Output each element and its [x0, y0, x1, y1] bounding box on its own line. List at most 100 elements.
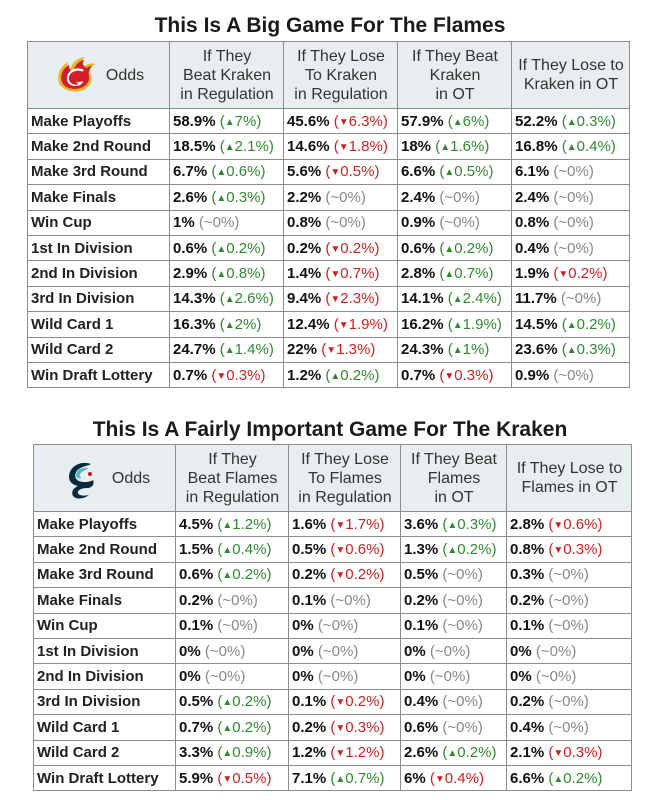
- header-line: in Regulation: [294, 85, 388, 103]
- odds-change-value: ~0%: [434, 642, 466, 660]
- odds-change-value: 0.3%: [576, 112, 611, 130]
- odds-cell: 0% (~0%): [175, 663, 289, 690]
- odds-value: 6.1%: [515, 163, 550, 181]
- table-row: Make 2nd Round 1.5% (▲0.4%) 0.5% (▼0.6%) 1.…: [33, 536, 632, 563]
- odds-cell: 6.1% (~0%): [511, 158, 630, 186]
- odds-cell: 4.5% (▲1.2%): [175, 510, 289, 538]
- odds-value: 57.9%: [401, 112, 444, 130]
- odds-cell: 0.5% (▼0.6%): [288, 536, 401, 563]
- odds-value: 0.6%: [404, 718, 439, 736]
- odds-change: (~0%): [548, 718, 589, 736]
- odds-change-value: ~0%: [558, 163, 589, 181]
- odds-cell: 0.5% (▲0.2%): [175, 688, 289, 716]
- table-row: Wild Card 1 0.7% (▲0.2%) 0.2% (▼0.3%) 0.6% …: [33, 714, 632, 741]
- odds-change-value: 1.2%: [232, 515, 267, 533]
- triangle-up-icon: ▲: [224, 345, 235, 357]
- odds-change-value: 0.4%: [576, 138, 611, 156]
- odds-value: 1.2%: [287, 366, 322, 384]
- odds-change: (▲0.2%): [442, 541, 497, 559]
- triangle-down-icon: ▼: [335, 722, 346, 734]
- odds-value: 2.8%: [401, 265, 436, 283]
- triangle-down-icon: ▼: [338, 142, 349, 154]
- triangle-up-icon: ▲: [566, 345, 577, 357]
- odds-change-value: 6.3%: [348, 112, 383, 130]
- row-label: Make 3rd Round: [27, 158, 170, 186]
- odds-value: 9.4%: [287, 290, 322, 308]
- triangle-up-icon: ▲: [447, 545, 458, 557]
- odds-cell: 0.2% (▼0.3%): [288, 714, 401, 741]
- odds-change-value: 0.5%: [232, 769, 267, 787]
- kraken-logo: [60, 458, 104, 499]
- odds-value: 14.1%: [401, 290, 444, 308]
- odds-cell: 0.8% (~0%): [511, 209, 630, 236]
- odds-cell: 6.6% (▲0.5%): [397, 158, 512, 186]
- odds-change: (▲0.3%): [561, 341, 616, 359]
- odds-value: 0%: [179, 668, 201, 686]
- table-row: 2nd In Division 2.9% (▲0.8%) 1.4% (▼0.7%) 2…: [27, 260, 630, 287]
- odds-change: (▲0.2%): [325, 366, 380, 384]
- odds-change: (~0%): [442, 693, 483, 711]
- table-row: Make 2nd Round 18.5% (▲2.1%) 14.6% (▼1.8%)…: [27, 133, 630, 160]
- odds-change: (▼0.5%): [325, 163, 380, 181]
- odds-cell: 2.8% (▲0.7%): [397, 260, 512, 287]
- odds-value: 0.2%: [179, 591, 214, 609]
- odds-cell: 0.6% (▲0.2%): [169, 234, 284, 262]
- odds-value: 18.5%: [173, 138, 216, 156]
- odds-change-value: 0.5%: [454, 163, 489, 181]
- odds-cell: 0.2% (~0%): [400, 587, 507, 614]
- odds-cell: 2.1% (▼0.3%): [506, 739, 632, 766]
- odds-value: 0.2%: [287, 239, 322, 257]
- odds-cell: 2.4% (~0%): [511, 184, 630, 211]
- odds-cell: 58.9% (▲7%): [169, 107, 284, 135]
- header-line: Kraken in OT: [523, 76, 619, 93]
- odds-change: (▼0.2%): [553, 265, 608, 283]
- odds-change: (▼0.3%): [439, 366, 494, 384]
- row-label: Wild Card 1: [33, 714, 176, 741]
- odds-change-value: 1.7%: [345, 515, 380, 533]
- odds-cell: 2.4% (~0%): [397, 184, 512, 211]
- table-row: 1st In Division 0% (~0%) 0% (~0%) 0% (~0%) 0…: [33, 637, 632, 665]
- odds-change-value: 0.8%: [226, 265, 261, 283]
- odds-change-value: ~0%: [553, 718, 584, 736]
- odds-cell: 0% (~0%): [506, 663, 632, 690]
- odds-change-value: 2.3%: [340, 290, 375, 308]
- odds-value: 18%: [401, 138, 432, 156]
- triangle-down-icon: ▼: [335, 697, 346, 709]
- odds-change: (~0%): [548, 693, 589, 711]
- odds-cell: 0.8% (▼0.3%): [506, 536, 632, 563]
- odds-change-value: 0.7%: [454, 265, 489, 283]
- odds-change: (~0%): [553, 214, 594, 232]
- odds-change: (▼1.8%): [333, 138, 388, 156]
- odds-cell: 0.7% (▼0.3%): [397, 361, 512, 389]
- odds-cell: 0.4% (~0%): [400, 688, 507, 716]
- triangle-down-icon: ▼: [330, 269, 341, 281]
- triangle-up-icon: ▲: [224, 142, 235, 154]
- column-header-lose-reg: If They Lose To Kraken in Regulation: [283, 41, 398, 109]
- odds-change-value: ~0%: [558, 188, 589, 206]
- odds-change: (~0%): [204, 642, 246, 660]
- odds-cell: 0.2% (~0%): [175, 587, 289, 614]
- odds-change-value: 0.3%: [454, 366, 489, 384]
- odds-cell: 0.1% (▼0.2%): [288, 688, 401, 716]
- odds-cell: 14.5% (▲0.2%): [511, 311, 630, 338]
- row-label: 2nd In Division: [27, 260, 170, 287]
- triangle-down-icon: ▼: [338, 116, 349, 128]
- odds-change: (▲0.3%): [442, 515, 497, 533]
- odds-cell: 14.6% (▼1.8%): [283, 133, 398, 160]
- odds-change-value: ~0%: [553, 591, 584, 609]
- odds-cell: 0.3% (~0%): [506, 561, 632, 589]
- triangle-down-icon: ▼: [330, 294, 341, 306]
- table-row: Wild Card 1 16.3% (▲2%) 12.4% (▼1.9%) 16.2%…: [27, 311, 630, 338]
- triangle-down-icon: ▼: [444, 370, 455, 382]
- odds-change-value: 0.2%: [226, 239, 261, 257]
- row-label: Make 3rd Round: [33, 561, 176, 589]
- odds-change-value: ~0%: [444, 188, 475, 206]
- odds-header-cell: Odds: [33, 444, 176, 512]
- odds-change-value: 0.3%: [563, 541, 598, 559]
- odds-cell: 0.2% (▼0.2%): [283, 234, 398, 262]
- odds-change-value: ~0%: [447, 566, 478, 584]
- odds-cell: 2.8% (▼0.6%): [506, 510, 632, 538]
- odds-change-value: ~0%: [444, 214, 475, 232]
- odds-cell: 16.2% (▲1.9%): [397, 311, 512, 338]
- odds-change-value: ~0%: [222, 591, 253, 609]
